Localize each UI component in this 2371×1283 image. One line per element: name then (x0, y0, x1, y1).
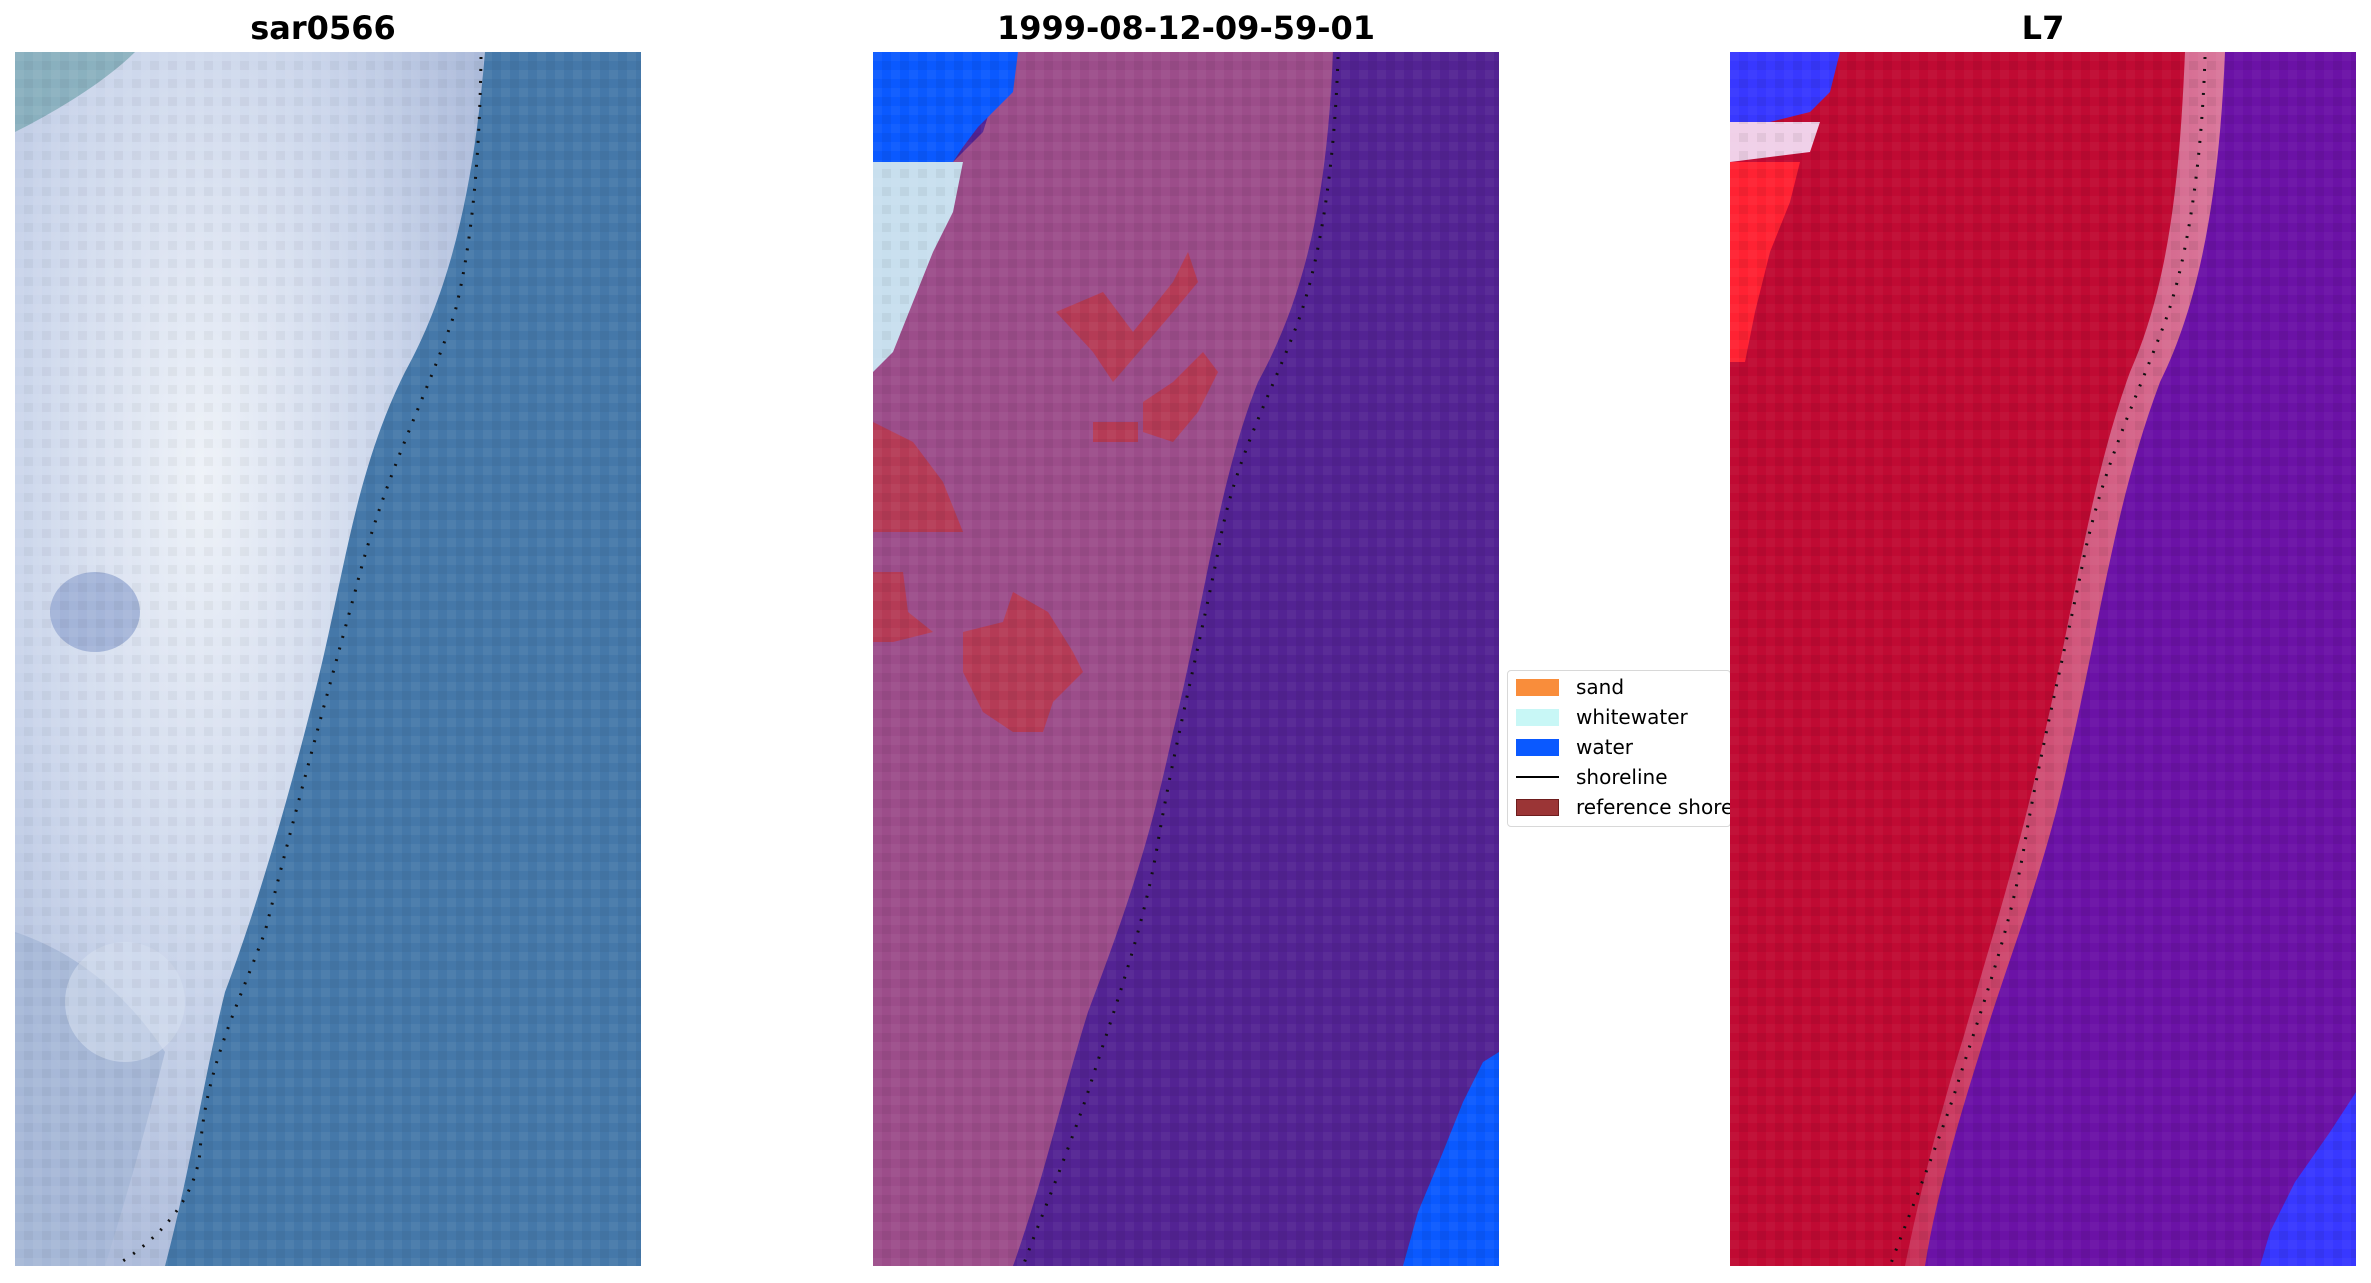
classified-image-panel (873, 52, 1499, 1266)
legend-swatch-whitewater (1516, 708, 1559, 726)
rgb-image (15, 52, 641, 1266)
legend-swatch-water (1516, 738, 1559, 756)
classified-image (873, 52, 1499, 1266)
legend-item-whitewater: whitewater (1516, 705, 1688, 729)
legend-label-water: water (1576, 735, 1633, 759)
legend-line-shoreline (1516, 776, 1559, 778)
legend-label-shoreline: shoreline (1576, 765, 1668, 789)
legend-item-sand: sand (1516, 675, 1624, 699)
legend-swatch-reference-shoreline (1516, 798, 1559, 816)
l7-image-panel (1730, 52, 2356, 1266)
panel-title-rgb: sar0566 (250, 9, 396, 47)
panel-title-classified: 1999-08-12-09-59-01 (996, 9, 1376, 47)
legend: sand whitewater water shoreline referenc… (1507, 670, 1731, 827)
legend-label-whitewater: whitewater (1576, 705, 1688, 729)
legend-swatch-sand (1516, 678, 1559, 696)
legend-item-reference-shoreline: reference shoreline buffer (1516, 795, 1730, 819)
shoreline (1888, 56, 2207, 1266)
legend-label-sand: sand (1576, 675, 1625, 699)
legend-item-water: water (1516, 735, 1633, 759)
shoreline (1021, 56, 1340, 1266)
panel-title-l7: L7 (2021, 9, 2065, 47)
rgb-image-panel (15, 52, 641, 1266)
legend-item-shoreline: shoreline (1516, 765, 1668, 789)
l7-image (1730, 52, 2356, 1266)
legend-label-reference-shoreline: reference shoreline buffer (1576, 795, 1730, 819)
